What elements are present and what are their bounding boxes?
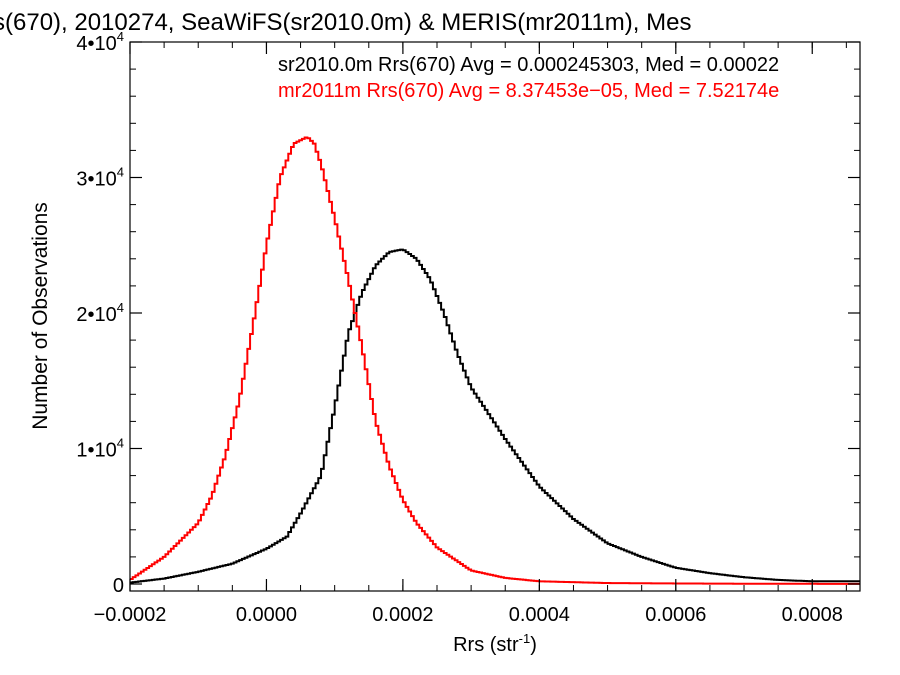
chart-title: s(670), 2010274, SeaWiFS(sr2010.0m) & ME… xyxy=(0,9,691,36)
y-tick-label-4: 4•104 xyxy=(76,29,124,55)
y-tick-label-3: 3•104 xyxy=(76,165,124,191)
x-axis-label-exponent: -1 xyxy=(519,631,531,646)
series-layer xyxy=(130,136,860,585)
tick-layer: −0.0002 0.0000 0.0002 0.0004 0.0006 0.0008 0 1•… xyxy=(76,29,860,626)
plot-frame xyxy=(129,41,861,592)
y-tick-label-1: 1•104 xyxy=(76,436,124,462)
x-tick-label-2: 0.0002 xyxy=(372,604,433,626)
x-tick-label-4: 0.0006 xyxy=(645,604,706,626)
y-tick-label-2: 2•104 xyxy=(76,300,124,326)
y-tick-label-0: 0 xyxy=(113,575,124,597)
x-tick-label-0: −0.0002 xyxy=(94,604,167,626)
annotation-line-2: mr2011m Rrs(670) Avg = 8.37453e−05, Med … xyxy=(278,80,779,102)
series-line-0 xyxy=(130,248,860,584)
x-tick-label-1: 0.0000 xyxy=(236,604,297,626)
x-axis-label-text: Rrs (str xyxy=(453,634,519,656)
annotation-line-1: sr2010.0m Rrs(670) Avg = 0.000245303, Me… xyxy=(278,54,779,76)
y-axis-label: Number of Observations xyxy=(29,202,52,430)
x-tick-label-3: 0.0004 xyxy=(509,604,570,626)
x-tick-label-5: 0.0008 xyxy=(782,604,843,626)
x-axis-label-tail: ) xyxy=(530,634,537,656)
x-axis-label: Rrs (str-1) xyxy=(453,631,537,656)
series-line-1 xyxy=(130,136,860,585)
